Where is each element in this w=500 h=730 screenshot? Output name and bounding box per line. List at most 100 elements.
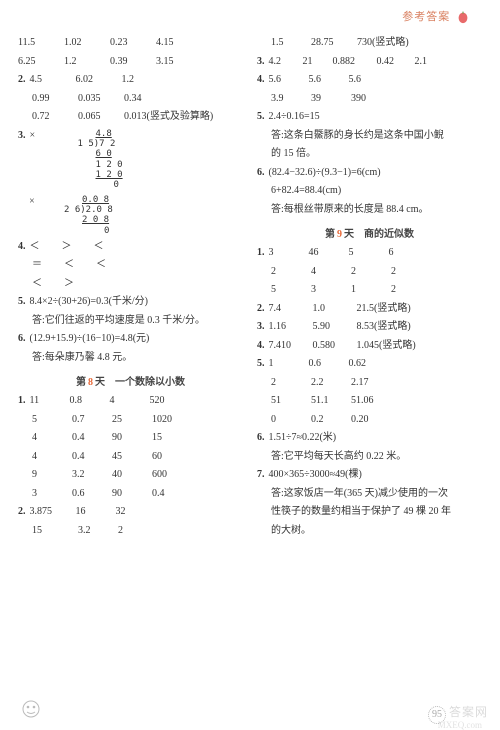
val: ＜ xyxy=(64,258,96,273)
val: 6 xyxy=(389,246,394,261)
val: 11.5 xyxy=(18,36,64,51)
p4-row: ＜ ＞ xyxy=(18,277,243,292)
val: 4.5 xyxy=(30,73,76,88)
val: 45 xyxy=(112,450,152,465)
cont-row: 1.5 28.75 730(竖式略) xyxy=(257,36,482,51)
val: ＜ xyxy=(32,277,64,292)
section-9-title: 第9天 商的近似数 xyxy=(257,221,482,242)
answer-line: 性筷子的数量约相当于保护了 49 棵 20 年 xyxy=(257,505,482,520)
val: 2.1 xyxy=(415,55,428,70)
divisor-dividend: 2 6)2.0 8 xyxy=(64,205,113,215)
s9p5-row: 2 2.2 2.17 xyxy=(257,376,482,391)
val: 4 xyxy=(32,431,72,446)
p4-row: 4. 5.6 5.6 5.6 xyxy=(257,73,482,88)
val: 0.42 xyxy=(377,55,415,70)
val: 390 xyxy=(351,92,366,107)
val: 1.2 xyxy=(122,73,135,88)
item-lead: 2. xyxy=(18,73,26,88)
page-header: 参考答案 xyxy=(402,8,470,24)
val: 3 xyxy=(311,283,351,298)
val: 0.2 xyxy=(311,413,351,428)
val: 3.9 xyxy=(271,92,311,107)
val: 4.15 xyxy=(156,36,202,51)
footer-mascot-icon xyxy=(20,698,42,724)
s8p1-row: 9 3.2 40 600 xyxy=(18,468,243,483)
val: 0.7 xyxy=(72,413,112,428)
answer-line: 答:它平均每天长高约 0.22 米。 xyxy=(257,450,482,465)
strawberry-icon xyxy=(456,10,470,24)
right-column: 1.5 28.75 730(竖式略) 3. 4.2 21 0.882 0.42 … xyxy=(257,36,482,678)
val: 5.6 xyxy=(349,73,362,88)
val: 0.62 xyxy=(349,357,367,372)
s8p1-row: 5 0.7 25 1020 xyxy=(18,413,243,428)
expr: 1.51÷7≈0.22(米) xyxy=(269,431,337,446)
answer-line: 的大树。 xyxy=(257,524,482,539)
item-lead: 6. xyxy=(257,431,265,446)
val: 2.17 xyxy=(351,376,369,391)
val: 2 xyxy=(351,265,391,280)
item-lead: 4. xyxy=(257,339,265,354)
p3-row: 3. 4.2 21 0.882 0.42 2.1 xyxy=(257,55,482,70)
item-lead: 5. xyxy=(257,110,265,125)
long-division: 0.0 8 2 6)2.0 8 2 0 8 0 xyxy=(46,195,113,236)
val: 0.065 xyxy=(78,110,124,125)
answer: 答:这条白鱀豚的身长约是这条中国小鲵 xyxy=(271,129,444,144)
answer: 性筷子的数量约相当于保护了 49 棵 20 年 xyxy=(271,505,451,520)
answer: 的 15 倍。 xyxy=(271,147,316,162)
val: 3.2 xyxy=(72,468,112,483)
val: ＝ xyxy=(32,258,64,273)
val: 0.4 xyxy=(72,431,112,446)
val: 5 xyxy=(32,413,72,428)
answer: 答:每朵康乃馨 4.8 元。 xyxy=(32,351,132,366)
val: 7.4 xyxy=(269,302,313,317)
grid-row: 6.25 1.2 0.39 3.15 xyxy=(18,55,243,70)
val: 90 xyxy=(112,431,152,446)
expr: 2.4÷0.16=15 xyxy=(269,110,320,125)
val: 40 xyxy=(112,468,152,483)
s9p4-row: 4. 7.410 0.580 1.045(竖式略) xyxy=(257,339,482,354)
val: 1 xyxy=(269,357,309,372)
watermark: 答案网 xyxy=(449,703,488,720)
mark: × xyxy=(30,129,44,191)
s9p1-row: 2 4 2 2 xyxy=(257,265,482,280)
p5-row: 5. 8.4×2÷(30+26)=0.3(千米/分) xyxy=(18,295,243,310)
s8p2-row: 15 3.2 2 xyxy=(18,524,243,539)
item-lead: 2. xyxy=(257,302,265,317)
val: 2 xyxy=(391,265,396,280)
val: 0.035 xyxy=(78,92,124,107)
val: 8.53(竖式略) xyxy=(357,320,411,335)
val: 25 xyxy=(112,413,152,428)
item-lead: 4. xyxy=(257,73,265,88)
step: 2 0 8 xyxy=(64,215,113,225)
divisor-dividend: 1 5)7 2 xyxy=(78,139,123,149)
s9p1-row: 5 3 1 2 xyxy=(257,283,482,298)
val: 15 xyxy=(32,524,78,539)
val: 9 xyxy=(32,468,72,483)
val: 0.99 xyxy=(32,92,78,107)
day-num: 9 xyxy=(337,229,342,240)
val: 0.34 xyxy=(124,92,142,107)
val: 2.2 xyxy=(311,376,351,391)
s9p7-row: 7. 400×365÷3000≈49(棵) xyxy=(257,468,482,483)
val: 5 xyxy=(349,246,389,261)
val: 6.25 xyxy=(18,55,64,70)
step: 6 0 xyxy=(78,149,123,159)
val: 51.1 xyxy=(311,394,351,409)
val: 11 xyxy=(30,394,70,409)
s9p2-row: 2. 7.4 1.0 21.5(竖式略) xyxy=(257,302,482,317)
val: 1.02 xyxy=(64,36,110,51)
answer: 答:它平均每天长高约 0.22 米。 xyxy=(271,450,406,465)
val: 0.882 xyxy=(333,55,377,70)
val: 1.045(竖式略) xyxy=(357,339,416,354)
val: 0.580 xyxy=(313,339,357,354)
item-lead: 2. xyxy=(18,505,26,520)
s9p1-row: 1. 3 46 5 6 xyxy=(257,246,482,261)
val: 0.8 xyxy=(70,394,110,409)
p4-row: 4. ＜ ＞ ＜ xyxy=(18,240,243,255)
item-lead: 3. xyxy=(257,320,265,335)
pre: 第 xyxy=(76,377,86,388)
p4-row: ＝ ＜ ＜ xyxy=(18,258,243,273)
val: 2 xyxy=(118,524,158,539)
answer: 答:这家饭店一年(365 天)减少使用的一次 xyxy=(271,487,448,502)
val: 51.06 xyxy=(351,394,374,409)
